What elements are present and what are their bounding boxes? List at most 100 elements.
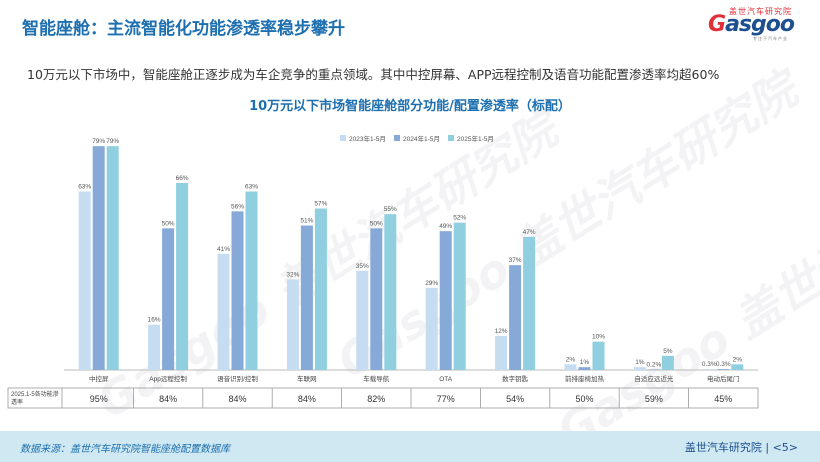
- bar-chart: 2023年1-5月 2024年1-5月 2025年1-5月 63% 79% 79% 中控屏 1…: [7, 134, 759, 409]
- legend-label: 2024年1-5月: [403, 134, 440, 143]
- data-label: 1%: [635, 359, 645, 366]
- bar: [509, 265, 522, 370]
- data-label: 50%: [162, 220, 175, 227]
- category-label: OTA: [439, 376, 453, 383]
- legend-swatch: [340, 135, 346, 141]
- data-label: 0.2%: [646, 361, 661, 368]
- table-cell: 77%: [437, 394, 455, 404]
- page-title: 智能座舱：主流智能化功能渗透率稳步攀升: [22, 19, 345, 39]
- chart-title: 10万元以下市场智能座舱部分功能/配置渗透率（标配）: [249, 99, 571, 114]
- data-label: 50%: [370, 220, 383, 227]
- bar: [592, 341, 605, 370]
- category-label: 数字钥匙: [502, 374, 529, 383]
- table-cell: 84%: [228, 394, 246, 404]
- legend-label: 2025年1-5月: [457, 134, 494, 143]
- data-label: 5%: [663, 348, 673, 355]
- data-label: 16%: [148, 317, 161, 324]
- data-label: 37%: [509, 257, 522, 264]
- bar: [148, 324, 161, 370]
- data-label: 0.3%: [702, 361, 717, 368]
- data-label: 49%: [439, 223, 452, 230]
- bar: [633, 367, 646, 370]
- logo-chinese-name: 盖世汽车研究院: [729, 7, 792, 16]
- bar: [425, 287, 438, 370]
- data-label: 29%: [425, 280, 438, 287]
- bar: [356, 270, 369, 370]
- data-label: 63%: [245, 184, 258, 191]
- table-cell: 82%: [367, 394, 385, 404]
- bar: [439, 231, 452, 370]
- category-label: 自适应远近光: [634, 374, 674, 383]
- table-cell: 84%: [298, 394, 316, 404]
- data-label: 10%: [592, 334, 605, 341]
- category-label: 车联网: [297, 374, 317, 383]
- table-cell: 54%: [506, 394, 524, 404]
- table-cell: 59%: [645, 394, 663, 404]
- page-number: <5>: [772, 441, 798, 454]
- data-label: 35%: [356, 263, 369, 270]
- footer-bar: 数据来源：盖世汽车研究院智能座舱配置数据库 盖世汽车研究院 | <5>: [0, 431, 820, 462]
- table-row-label: 2025.1-5各功能渗: [11, 390, 59, 398]
- data-label: 0.3%: [716, 361, 731, 368]
- bar: [384, 214, 397, 370]
- legend-label: 2023年1-5月: [349, 134, 386, 143]
- bar: [578, 367, 591, 370]
- legend-swatch: [394, 135, 400, 141]
- category-label: 中控屏: [89, 374, 109, 383]
- data-label: 2%: [566, 356, 576, 363]
- bar: [78, 191, 91, 370]
- data-label: 55%: [384, 206, 397, 213]
- page-subtitle: 10万元以下市场中，智能座舱正逐步成为车企竞争的重点领域。其中中控屏幕、APP远…: [27, 67, 720, 82]
- bar: [245, 191, 258, 370]
- bar: [370, 228, 383, 370]
- data-label: 79%: [92, 138, 105, 145]
- data-label: 1%: [580, 359, 590, 366]
- bar: [231, 211, 244, 370]
- bar: [300, 225, 313, 370]
- table-cell: 84%: [159, 394, 177, 404]
- table-cell: 45%: [714, 394, 732, 404]
- data-label: 57%: [314, 201, 327, 208]
- data-label: 56%: [231, 203, 244, 210]
- data-label: 47%: [523, 229, 536, 236]
- data-label: 79%: [106, 138, 119, 145]
- table-row-label: 透率: [11, 398, 23, 406]
- data-label: 32%: [286, 271, 299, 278]
- bar: [92, 146, 105, 370]
- table-cell: 95%: [90, 394, 108, 404]
- category-label: 前排座椅加热: [565, 374, 605, 383]
- legend-swatch: [448, 135, 454, 141]
- data-label: 2%: [733, 356, 743, 363]
- data-label: 66%: [176, 175, 189, 182]
- data-label: 51%: [300, 218, 313, 225]
- category-label: 语音识别/控制: [217, 374, 258, 383]
- bar: [106, 146, 119, 370]
- data-label: 63%: [78, 184, 91, 191]
- bar: [453, 222, 466, 370]
- bar: [495, 336, 508, 370]
- data-label: 52%: [453, 215, 466, 222]
- bar: [286, 279, 299, 370]
- data-label: 41%: [217, 246, 230, 253]
- bar: [717, 369, 730, 370]
- category-label: App远程控制: [149, 374, 187, 383]
- bar: [703, 369, 716, 370]
- data-label: 12%: [495, 328, 508, 335]
- gasgoo-logo: 盖世汽车研究院 Gasgoo 专注于汽车产业: [698, 6, 795, 41]
- bar: [647, 369, 660, 371]
- category-label: 车载导航: [363, 374, 390, 383]
- data-source: 数据来源：盖世汽车研究院智能座舱配置数据库: [20, 444, 230, 455]
- category-label: 电动后尾门: [707, 374, 740, 383]
- bar: [731, 364, 744, 370]
- bar: [564, 364, 577, 370]
- table-border: [7, 387, 759, 409]
- bar: [661, 355, 674, 370]
- bar: [162, 228, 175, 370]
- bar: [314, 208, 327, 370]
- logo-wordmark: Gasgoo: [708, 12, 795, 37]
- table-cell: 50%: [575, 394, 593, 404]
- logo-tagline: 专注于汽车产业: [753, 36, 788, 41]
- bar: [523, 236, 536, 370]
- bar: [176, 183, 189, 370]
- bar: [217, 253, 230, 370]
